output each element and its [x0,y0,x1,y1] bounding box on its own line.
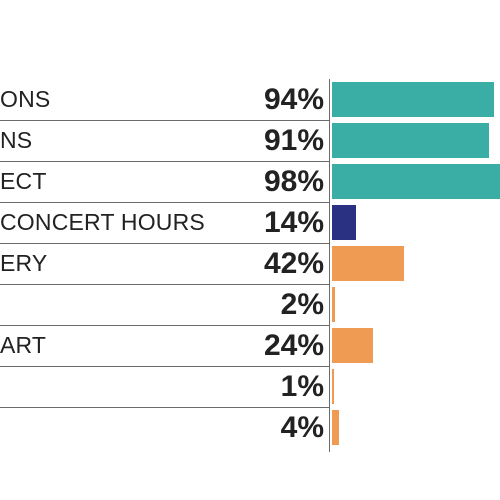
chart-row: ECT 98% [0,161,500,202]
chart-row: NS 91% [0,120,500,161]
chart-row: 2% [0,284,500,325]
value-label: 94% [263,83,324,116]
value-label: 1% [280,370,324,403]
chart-row: 1% [0,366,500,407]
category-label: ART [0,332,47,358]
bar [332,246,404,281]
bar [332,82,494,117]
bar [332,123,489,158]
category-label [0,366,232,407]
chart-row: ART 24% [0,325,500,366]
axis-line [329,79,330,452]
value-label: 91% [263,124,324,157]
bar [332,369,334,404]
row-divider [0,161,330,162]
row-divider [0,202,330,203]
value-label: 42% [263,247,324,280]
category-label: ERY [0,250,48,276]
value-label: 4% [280,411,324,444]
row-divider [0,407,330,408]
value-label: 2% [280,288,324,321]
row-divider [0,284,330,285]
category-label: NS [0,127,33,153]
value-label: 24% [263,329,324,362]
bar [332,164,500,199]
chart-row: CONCERT HOURS 14% [0,202,500,243]
category-label [0,407,232,448]
bar [332,410,339,445]
chart-row: ERY 42% [0,243,500,284]
bar [332,287,335,322]
category-label: ONS [0,86,51,112]
bar [332,205,356,240]
category-label: CONCERT HOURS [0,209,205,235]
row-divider [0,243,330,244]
row-divider [0,120,330,121]
category-label [0,284,232,325]
chart-row: 4% [0,407,500,448]
row-divider [0,366,330,367]
row-divider [0,325,330,326]
category-label: ECT [0,168,47,194]
value-label: 98% [263,165,324,198]
bar [332,328,373,363]
value-label: 14% [263,206,324,239]
chart-row: ONS 94% [0,79,500,120]
